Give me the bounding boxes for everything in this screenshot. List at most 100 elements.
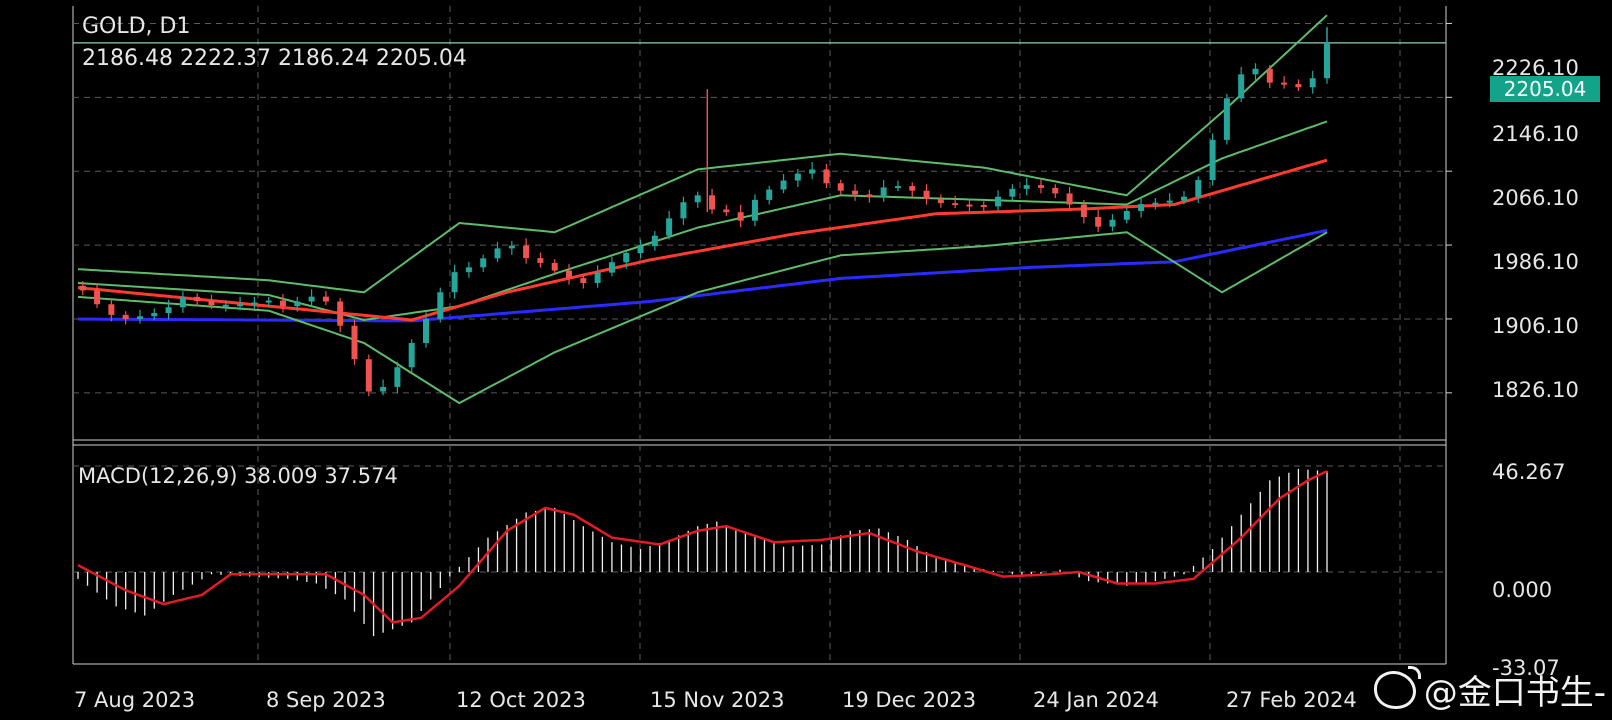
candle-body (351, 325, 358, 360)
price-axis-label: 1826.10 (1492, 378, 1579, 402)
candle-body (337, 301, 344, 326)
date-label: 12 Oct 2023 (456, 688, 586, 712)
candle-body (294, 301, 301, 307)
candle-body (508, 245, 515, 249)
candle-body (651, 235, 658, 247)
candle-body (151, 313, 158, 317)
candle-body (995, 196, 1002, 207)
price-axis-label: 1906.10 (1492, 314, 1579, 338)
candle-body (894, 186, 901, 189)
current-price-tag: 2205.04 (1490, 76, 1600, 102)
candle-body (94, 290, 101, 305)
macd-title: MACD(12,26,9) 38.009 37.574 (78, 464, 398, 488)
candle-body (380, 386, 387, 392)
candle-body (580, 278, 587, 284)
candle-body (909, 186, 916, 191)
candle-body (937, 198, 944, 204)
candle-body (265, 300, 272, 303)
candle-body (594, 272, 601, 284)
macd-signal-line (77, 470, 1328, 624)
candle-body (866, 194, 873, 198)
candle-body (365, 359, 372, 392)
candle-body (523, 245, 530, 259)
candle-body (1166, 200, 1173, 203)
candle-body (780, 180, 787, 190)
candle-body (1152, 202, 1159, 205)
candle-body (852, 190, 859, 195)
bollinger-mid-line (77, 120, 1328, 321)
candle-body (194, 296, 201, 302)
candle-body (465, 267, 472, 273)
candle-body (1180, 196, 1187, 201)
candle-body (322, 296, 329, 302)
candle-body (222, 304, 229, 307)
price-axis-label: 2066.10 (1492, 186, 1579, 210)
candle-body (179, 296, 186, 308)
candle-body (79, 285, 86, 291)
candle-body (1037, 185, 1044, 188)
candle-body (1324, 42, 1330, 79)
candle-body (1080, 204, 1087, 217)
price-axis-label: 1986.10 (1492, 250, 1579, 274)
price-axis-label: 2146.10 (1492, 122, 1579, 146)
candle-body (880, 187, 887, 198)
candle-body (623, 253, 630, 263)
candle-body (823, 169, 830, 184)
candle-body (952, 203, 959, 206)
date-label: 15 Nov 2023 (650, 688, 785, 712)
candle-body (423, 318, 430, 344)
candle-body (694, 195, 701, 203)
candle-body (1223, 98, 1230, 140)
candle-body (408, 343, 415, 368)
candle-body (794, 173, 801, 181)
macd-axis-label: 0.000 (1492, 578, 1553, 602)
candle-body (108, 304, 115, 315)
candle-body (237, 304, 244, 307)
candle-body (608, 262, 615, 273)
candle-body (666, 218, 673, 236)
candle-body (136, 316, 143, 320)
candle-body (709, 195, 716, 210)
candle-body (809, 169, 816, 174)
bollinger-upper-line (77, 14, 1328, 294)
candle-body (1295, 84, 1302, 88)
candle-body (537, 258, 544, 263)
candle-body (1138, 204, 1145, 211)
macd-axis-label: -33.07 (1492, 656, 1560, 680)
candle-body (837, 183, 844, 191)
bollinger-lower-line (77, 231, 1328, 405)
date-label: 19 Dec 2023 (842, 688, 977, 712)
candle-body (1109, 219, 1116, 227)
macd-axis-label: 46.267 (1492, 460, 1566, 484)
candle-body (766, 189, 773, 200)
date-label: 27 Feb 2024 (1226, 688, 1357, 712)
candle-body (637, 246, 644, 254)
candle-body (165, 307, 172, 314)
date-label: 7 Aug 2023 (74, 688, 196, 712)
date-label: 8 Sep 2023 (266, 688, 386, 712)
candle-body (494, 248, 501, 259)
symbol-title: GOLD, D1 (82, 14, 191, 39)
ma-red-line (77, 158, 1328, 322)
watermark: @金口书生- (1373, 665, 1606, 714)
candle-body (1281, 82, 1288, 85)
weibo-icon (1373, 665, 1421, 709)
candle-body (966, 204, 973, 207)
ma-blue-line (77, 228, 1328, 323)
candle-body (923, 190, 930, 199)
candle-body (551, 262, 558, 271)
candle-body (1023, 185, 1030, 189)
candle-body (566, 270, 573, 279)
candle-body (251, 302, 258, 305)
candle-body (723, 209, 730, 213)
price-axis-label: 2226.10 (1492, 56, 1579, 80)
candle-body (1252, 68, 1259, 75)
candle-body (1009, 188, 1016, 197)
candle-body (451, 272, 458, 293)
candle-body (980, 204, 987, 207)
candle-body (1052, 187, 1059, 194)
candle-body (1266, 68, 1273, 83)
candle-body (437, 292, 444, 319)
candle-body (208, 301, 215, 306)
